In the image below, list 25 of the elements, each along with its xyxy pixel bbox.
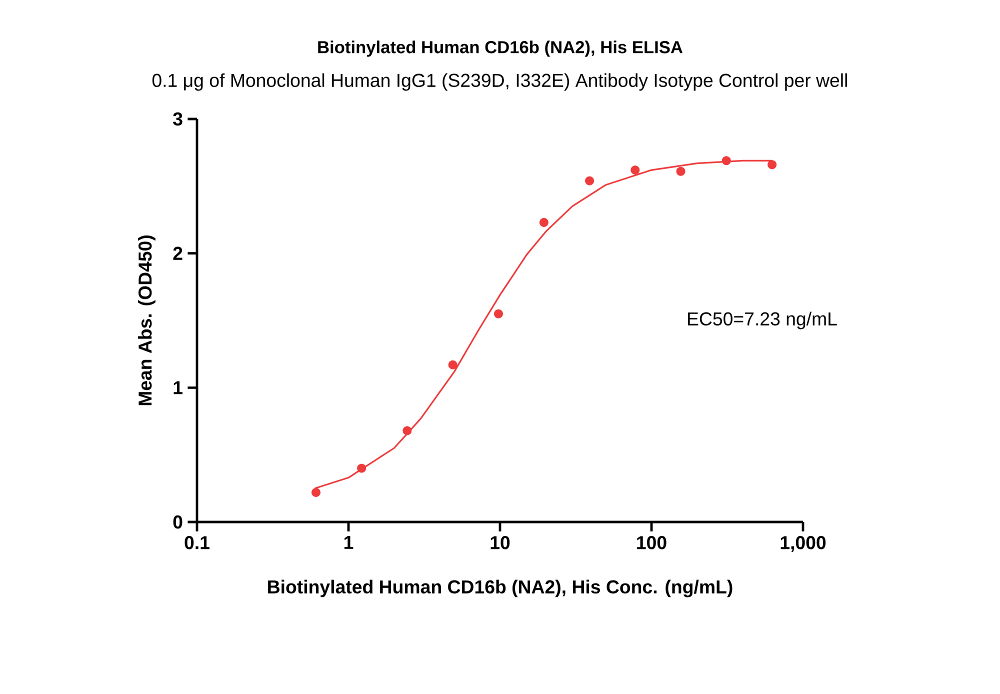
point: [585, 176, 594, 186]
point: [676, 166, 686, 176]
point: [448, 360, 458, 370]
x-tick-label: 1: [344, 536, 354, 549]
chart-title: Biotinylated Human CD16b (NA2), His ELISA: [318, 40, 683, 57]
point: [402, 426, 412, 436]
point: [539, 218, 548, 227]
point: [768, 160, 777, 170]
annotation: EC50=7.23 ng/mL: [688, 312, 837, 330]
point: [311, 488, 321, 497]
point: [494, 309, 504, 318]
y-axis-title: Mean Abs. (OD450): [138, 236, 156, 406]
y-tick-label: 0: [173, 515, 182, 529]
y-tick-label: 2: [173, 246, 182, 260]
chart-subtitle: 0.1 μg of Monoclonal Human IgG1 (S239D, I332E) Antibody Isotype Control per well: [152, 73, 847, 91]
x-axis-title: Biotinylated Human CD16b (NA2), His Conc. (ng/mL): [268, 580, 732, 598]
y-tick-label: 3: [173, 112, 182, 126]
x-tick-label: 0.1: [184, 536, 210, 550]
point: [630, 166, 640, 175]
x-tick-label: 1,000: [780, 536, 826, 552]
x-tick-label: 100: [637, 536, 666, 550]
point: [357, 464, 366, 473]
point: [722, 156, 731, 166]
y-tick-label: 1: [174, 381, 182, 394]
x-tick-label: 10: [490, 536, 510, 550]
